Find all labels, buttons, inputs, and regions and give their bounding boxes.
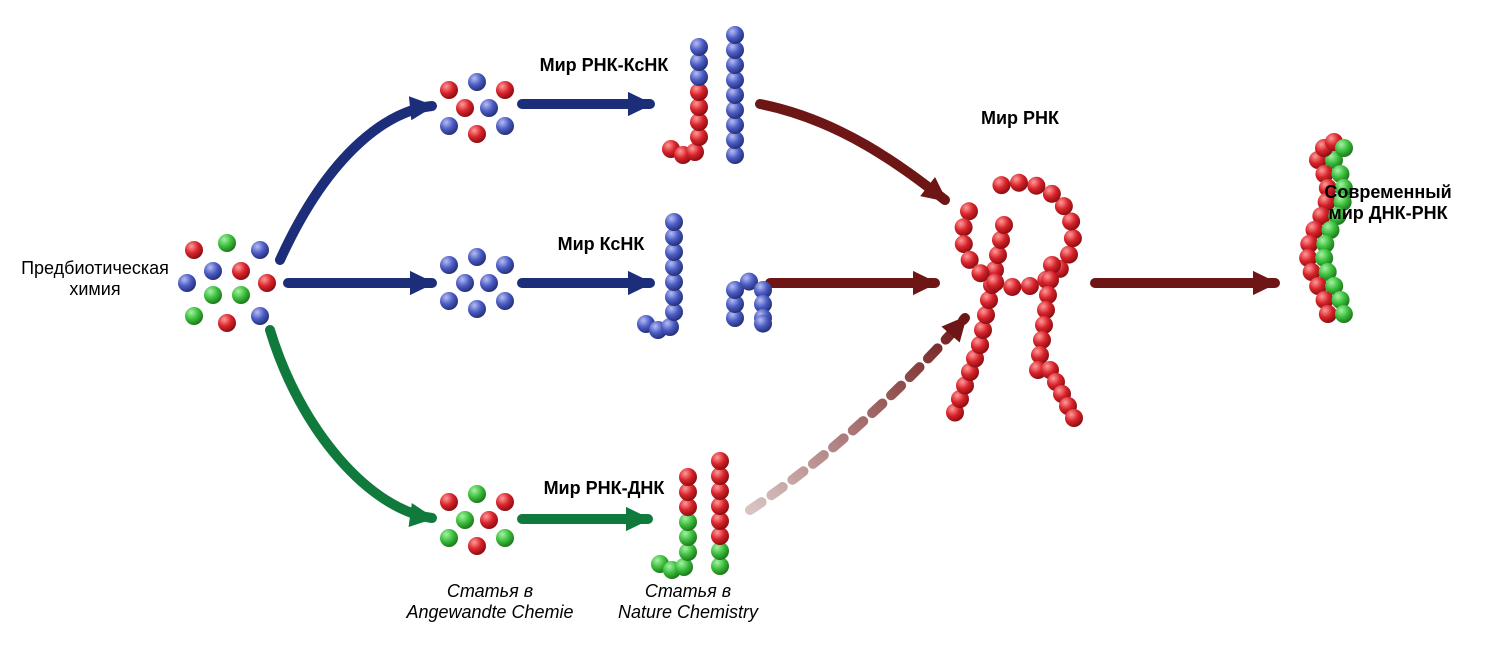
molecule-dot — [1021, 277, 1039, 295]
molecule-dot — [456, 274, 474, 292]
arrow-a6 — [522, 507, 651, 531]
molecule-dot — [989, 246, 1007, 264]
arrow-a9 — [750, 316, 967, 510]
molecule-dot — [480, 511, 498, 529]
molecule-dot — [232, 286, 250, 304]
molecule-dot — [665, 213, 683, 231]
arrow-a10 — [1095, 271, 1278, 295]
arrow-a8 — [770, 271, 938, 295]
molecule-dot — [977, 306, 995, 324]
molecule-dot — [1065, 409, 1083, 427]
label-rnk-dnk: Мир РНК-ДНК — [484, 478, 724, 499]
arrow-a1 — [280, 96, 435, 260]
molecule-dot — [496, 256, 514, 274]
molecule-dot — [440, 256, 458, 274]
molecule-dot — [440, 529, 458, 547]
molecule-dot — [440, 81, 458, 99]
molecule-dot — [690, 38, 708, 56]
molecule-dot — [468, 537, 486, 555]
molecule-dot — [754, 315, 772, 333]
arrow-a5 — [522, 271, 653, 295]
molecule-dot — [711, 452, 729, 470]
label-modern: Современный мир ДНК-РНК — [1268, 182, 1500, 223]
molecule-dot — [1060, 246, 1078, 264]
molecule-dot — [992, 231, 1010, 249]
molecule-dot — [185, 307, 203, 325]
molecule-dot — [1010, 174, 1028, 192]
molecule-dot — [440, 292, 458, 310]
molecule-dot — [185, 241, 203, 259]
molecule-dot — [971, 336, 989, 354]
molecule-dot — [218, 234, 236, 252]
molecule-dot — [1062, 212, 1080, 230]
label-ksnk: Мир КсНК — [481, 234, 721, 255]
arrow-a4 — [522, 92, 653, 116]
molecule-dot — [496, 81, 514, 99]
molecule-dot — [468, 300, 486, 318]
molecule-dot — [480, 99, 498, 117]
molecule-dot — [726, 26, 744, 44]
molecule-dot — [232, 262, 250, 280]
molecule-dot — [480, 274, 498, 292]
molecule-dot — [456, 511, 474, 529]
label-rnk-ksnk: Мир РНК-КсНК — [484, 55, 724, 76]
molecule-dot — [986, 274, 1004, 292]
molecule-dot — [955, 235, 973, 253]
molecule-dot — [955, 218, 973, 236]
molecule-dot — [960, 202, 978, 220]
molecule-dot — [1027, 177, 1045, 195]
molecule-dot — [251, 307, 269, 325]
molecule-dot — [496, 529, 514, 547]
molecule-dot — [468, 125, 486, 143]
label-nature: Статья в Nature Chemistry — [568, 581, 808, 622]
molecule-dot — [218, 314, 236, 332]
molecule-dot — [251, 241, 269, 259]
molecule-dot — [258, 274, 276, 292]
molecule-dot — [1043, 185, 1061, 203]
molecule-dot — [468, 73, 486, 91]
diagram-canvas — [0, 0, 1500, 645]
label-mir-rnk: Мир РНК — [900, 108, 1140, 129]
molecule-dot — [440, 117, 458, 135]
molecule-dot — [1335, 139, 1353, 157]
arrow-a3 — [270, 330, 435, 527]
molecule-dot — [1064, 229, 1082, 247]
molecule-dot — [496, 117, 514, 135]
molecule-dot — [1003, 278, 1021, 296]
molecule-dot — [440, 493, 458, 511]
molecule-dot — [496, 292, 514, 310]
molecule-dot — [992, 176, 1010, 194]
molecule-dot — [980, 291, 998, 309]
molecule-dot — [1319, 305, 1337, 323]
molecule-dot — [456, 99, 474, 117]
molecule-dot — [1335, 305, 1353, 323]
molecule-dot — [995, 216, 1013, 234]
molecule-dot — [974, 321, 992, 339]
arrow-a2 — [288, 271, 435, 295]
label-prebiotic: Предбиотическая химия — [0, 258, 215, 299]
